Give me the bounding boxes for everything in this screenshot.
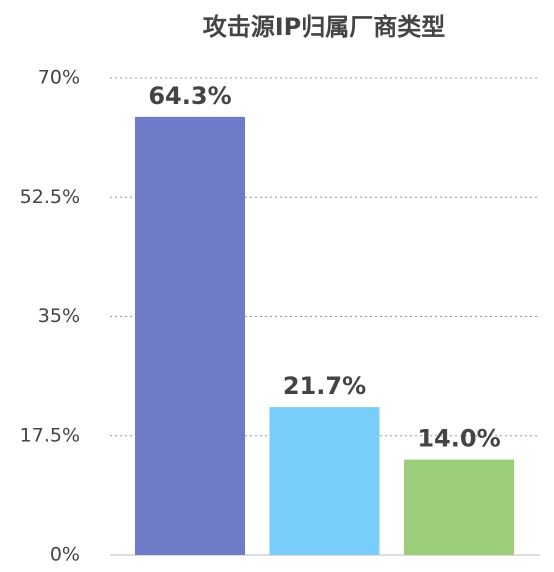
value-label: 14.0% — [417, 425, 500, 453]
y-tick-label: 52.5% — [20, 186, 80, 208]
value-label: 64.3% — [148, 82, 231, 110]
bar — [404, 459, 514, 555]
y-tick-label: 17.5% — [20, 424, 80, 446]
y-tick-label: 70% — [38, 67, 80, 89]
value-label: 21.7% — [283, 372, 366, 400]
y-tick-label: 35% — [38, 305, 80, 327]
chart-title: 攻击源IP归属厂商类型 — [203, 13, 446, 41]
y-tick-label: 0% — [50, 544, 80, 566]
bar — [135, 116, 245, 555]
bar — [269, 407, 380, 555]
